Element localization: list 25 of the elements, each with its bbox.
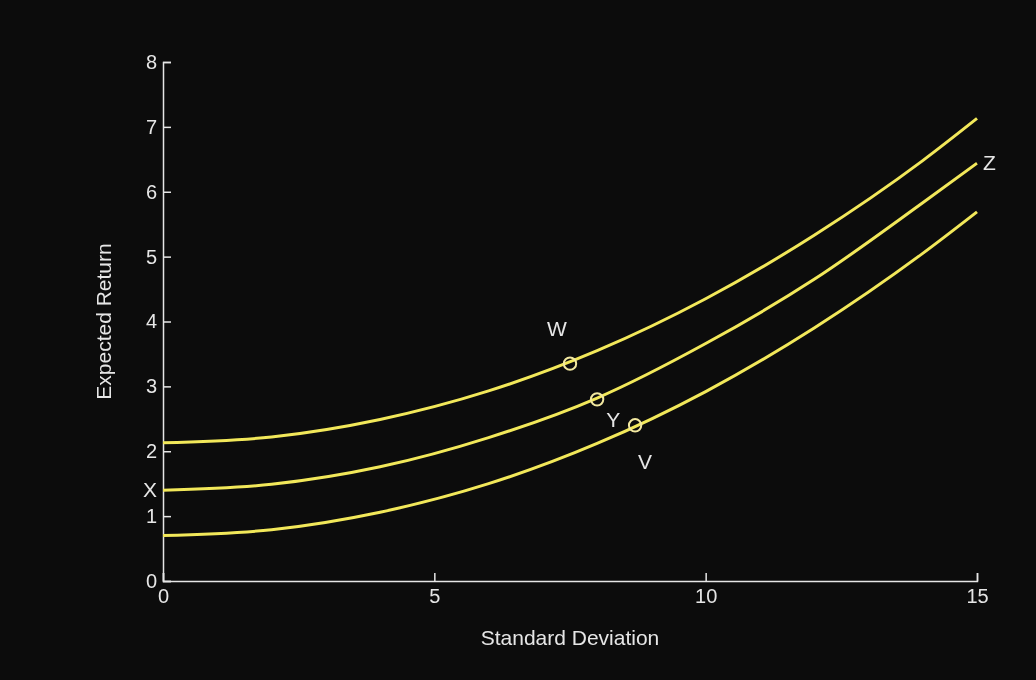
y-tick-label: 7 — [145, 115, 157, 138]
y-tick-label: 3 — [145, 375, 157, 398]
x-tick-label: 10 — [695, 585, 718, 608]
x-axis-title: Standard Deviation — [480, 626, 660, 649]
point — [627, 418, 643, 433]
point — [589, 392, 605, 407]
line-series — [161, 116, 979, 445]
point — [562, 356, 578, 371]
y-tick-label: 4 — [145, 310, 157, 333]
y-tick-label: 6 — [145, 180, 157, 203]
y-tick-label: 0 — [145, 569, 157, 592]
annotation: Z — [983, 151, 996, 175]
y-tick-label: 8 — [145, 50, 157, 73]
y-tick-label: 2 — [145, 440, 157, 463]
annotation: X — [142, 478, 157, 502]
line-series — [161, 210, 979, 538]
x-tick-label: 5 — [429, 585, 441, 608]
y-tick-label: 5 — [145, 245, 157, 268]
annotation: V — [638, 450, 653, 474]
y-tick-label: 1 — [145, 505, 157, 528]
annotation: Y — [606, 408, 621, 432]
line-series — [161, 161, 979, 492]
annotation: W — [547, 316, 568, 340]
y-axis-title: Expected Return — [92, 243, 115, 400]
x-tick-label: 15 — [966, 585, 989, 608]
